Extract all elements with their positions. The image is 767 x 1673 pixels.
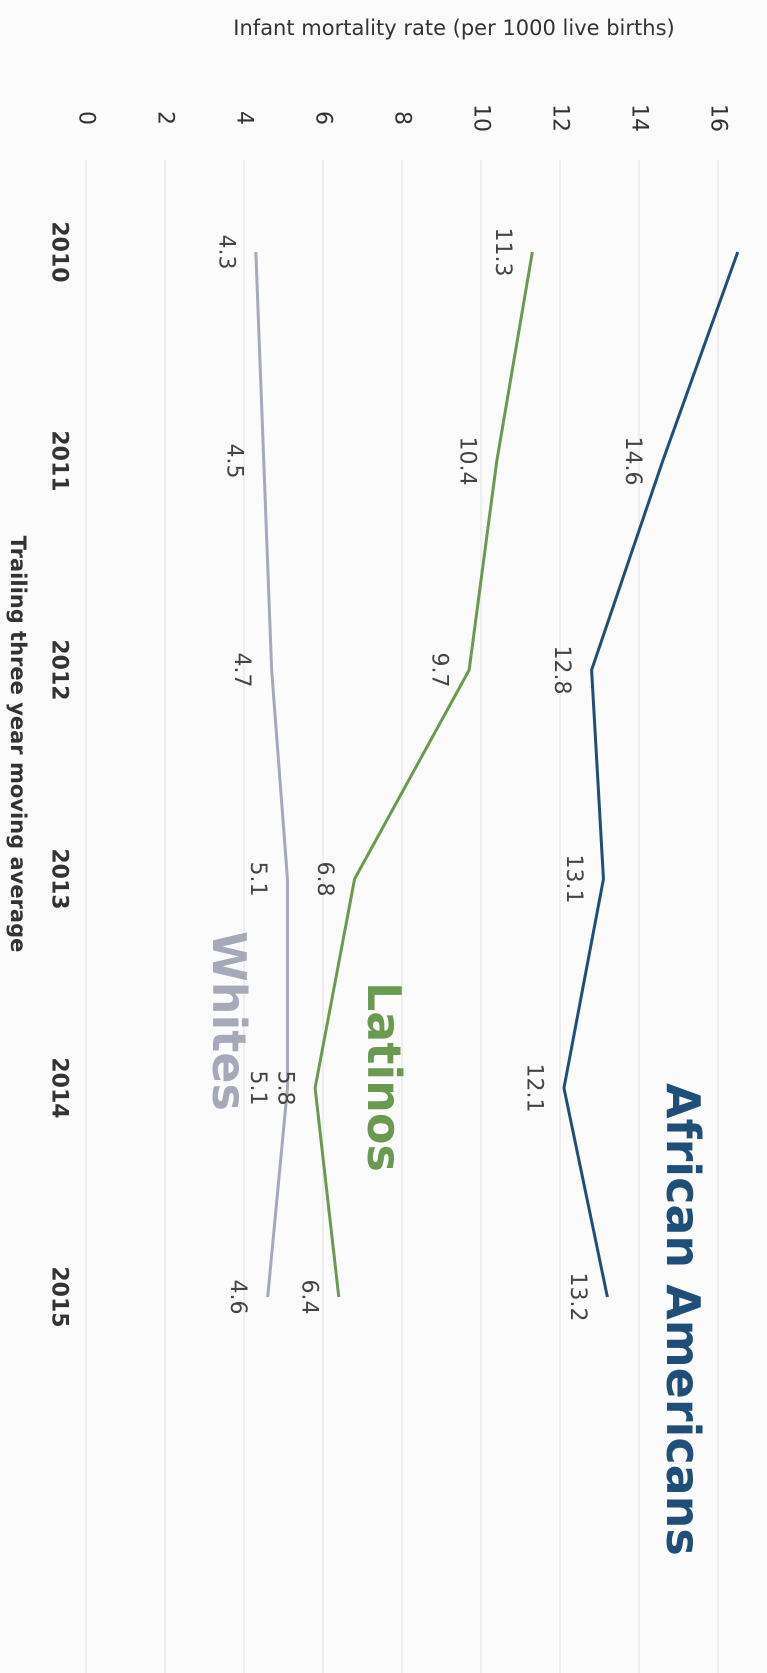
data-label-latinos-2015: 6.4 <box>296 1280 321 1315</box>
data-label-whites-2010: 4.3 <box>213 235 238 270</box>
data-label-whites-2015: 4.6 <box>225 1280 250 1315</box>
x-tick-2013: 2013 <box>47 848 72 909</box>
data-label-african-americans-2012: 12.8 <box>549 646 574 695</box>
x-tick-2012: 2012 <box>47 639 72 700</box>
data-label-whites-2012: 4.7 <box>229 653 254 688</box>
y-tick-8: 8 <box>390 111 415 125</box>
data-label-latinos-2010: 11.3 <box>490 228 515 277</box>
y-tick-0: 0 <box>74 111 99 125</box>
data-label-african-americans-2013: 13.1 <box>561 855 586 904</box>
y-tick-6: 6 <box>311 111 336 125</box>
data-label-african-americans-2014: 12.1 <box>521 1064 546 1113</box>
data-label-whites-2013: 5.1 <box>245 862 270 897</box>
y-tick-16: 16 <box>706 104 731 132</box>
y-axis-ticks: 0 2 4 6 8 10 12 14 16 <box>74 104 731 132</box>
data-label-african-americans-2011: 14.6 <box>620 437 645 486</box>
data-label-latinos-2012: 9.7 <box>427 653 452 688</box>
x-tick-2015: 2015 <box>47 1266 72 1327</box>
y-axis-title: Infant mortality rate (per 1000 live bir… <box>233 16 674 40</box>
x-tick-2010: 2010 <box>47 221 72 282</box>
series-name-labels: African Americans Latinos Whites <box>202 931 710 1556</box>
y-tick-12: 12 <box>548 104 573 132</box>
data-labels: 14.6 12.8 13.1 12.1 13.2 11.3 10.4 9.7 6.8 5.8 6.4… <box>213 228 645 1322</box>
y-tick-14: 14 <box>627 104 652 132</box>
series-name-latinos: Latinos <box>357 982 411 1172</box>
data-label-whites-2011: 4.5 <box>221 444 246 479</box>
y-tick-4: 4 <box>232 111 257 125</box>
gridlines <box>85 160 719 1673</box>
x-tick-2014: 2014 <box>47 1057 72 1118</box>
x-axis-ticks: 2010 2011 2012 2013 2014 2015 <box>47 221 72 1327</box>
x-tick-2011: 2011 <box>47 430 72 491</box>
x-axis-title: Trailing three year moving average <box>6 536 30 953</box>
series-name-african-americans: African Americans <box>656 1083 710 1556</box>
series-line-latinos <box>313 251 534 1298</box>
series-name-whites: Whites <box>202 931 256 1111</box>
data-label-latinos-2013: 6.8 <box>312 862 337 897</box>
data-label-whites-2014: 5.1 <box>245 1071 270 1106</box>
data-label-latinos-2014: 5.8 <box>273 1071 298 1106</box>
data-label-latinos-2011: 10.4 <box>454 437 479 486</box>
y-tick-2: 2 <box>153 111 178 125</box>
data-label-african-americans-2015: 13.2 <box>565 1273 590 1322</box>
series-line-whites <box>254 251 289 1298</box>
series-line-african-americans <box>562 251 740 1298</box>
series-lines <box>254 251 740 1298</box>
y-tick-10: 10 <box>469 104 494 132</box>
